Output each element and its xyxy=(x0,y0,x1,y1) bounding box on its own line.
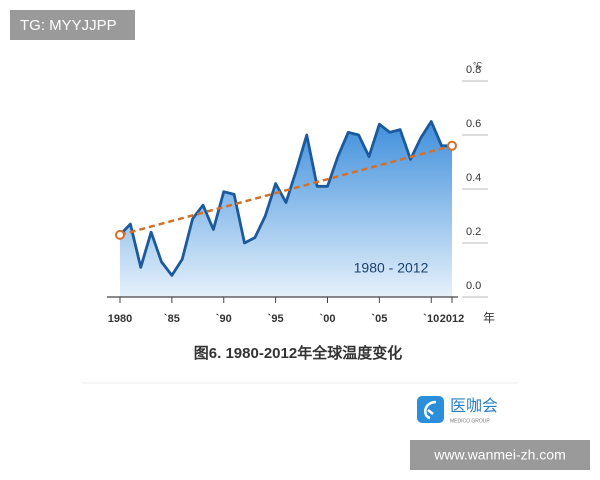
y-tick-label: 0.4 xyxy=(466,172,481,184)
watermark-box xyxy=(410,440,590,470)
x-tick-label: `90 xyxy=(216,313,232,325)
logo-name: 医咖会 xyxy=(450,397,498,415)
y-unit: °C xyxy=(473,61,482,70)
y-tick-label: 0.2 xyxy=(466,226,481,238)
line xyxy=(118,120,452,277)
trend-line xyxy=(119,144,453,237)
watermark: www.wanmei-zh.com xyxy=(433,447,565,463)
area xyxy=(120,121,452,297)
x-tick-label: `10 xyxy=(423,313,439,325)
x-tick-label: `05 xyxy=(371,313,387,325)
logo-subtitle: MEDICO GROUP xyxy=(450,418,490,424)
x-tick-label: `00 xyxy=(320,313,336,325)
caption: 图6. 1980-2012年全球温度变化 xyxy=(194,344,402,362)
trend-point xyxy=(115,229,125,240)
x-axis-label: 年 xyxy=(483,311,495,325)
x-tick-label: `95 xyxy=(268,313,284,325)
logo-glyph xyxy=(423,400,437,420)
trend-point xyxy=(447,140,457,151)
watermark-box xyxy=(10,10,135,40)
x-tick-label: 2012 xyxy=(440,313,464,325)
annotation: 1980 - 2012 xyxy=(354,260,429,276)
watermark: TG: MYYJJPP xyxy=(20,17,117,34)
y-tick-label: 0.0 xyxy=(466,280,481,292)
y-tick-label: 0.8 xyxy=(466,64,481,76)
x-tick-label: `85 xyxy=(164,313,180,325)
logo-icon xyxy=(417,396,444,423)
x-tick-label: 1980 xyxy=(108,313,132,325)
y-tick-label: 0.6 xyxy=(466,118,481,130)
